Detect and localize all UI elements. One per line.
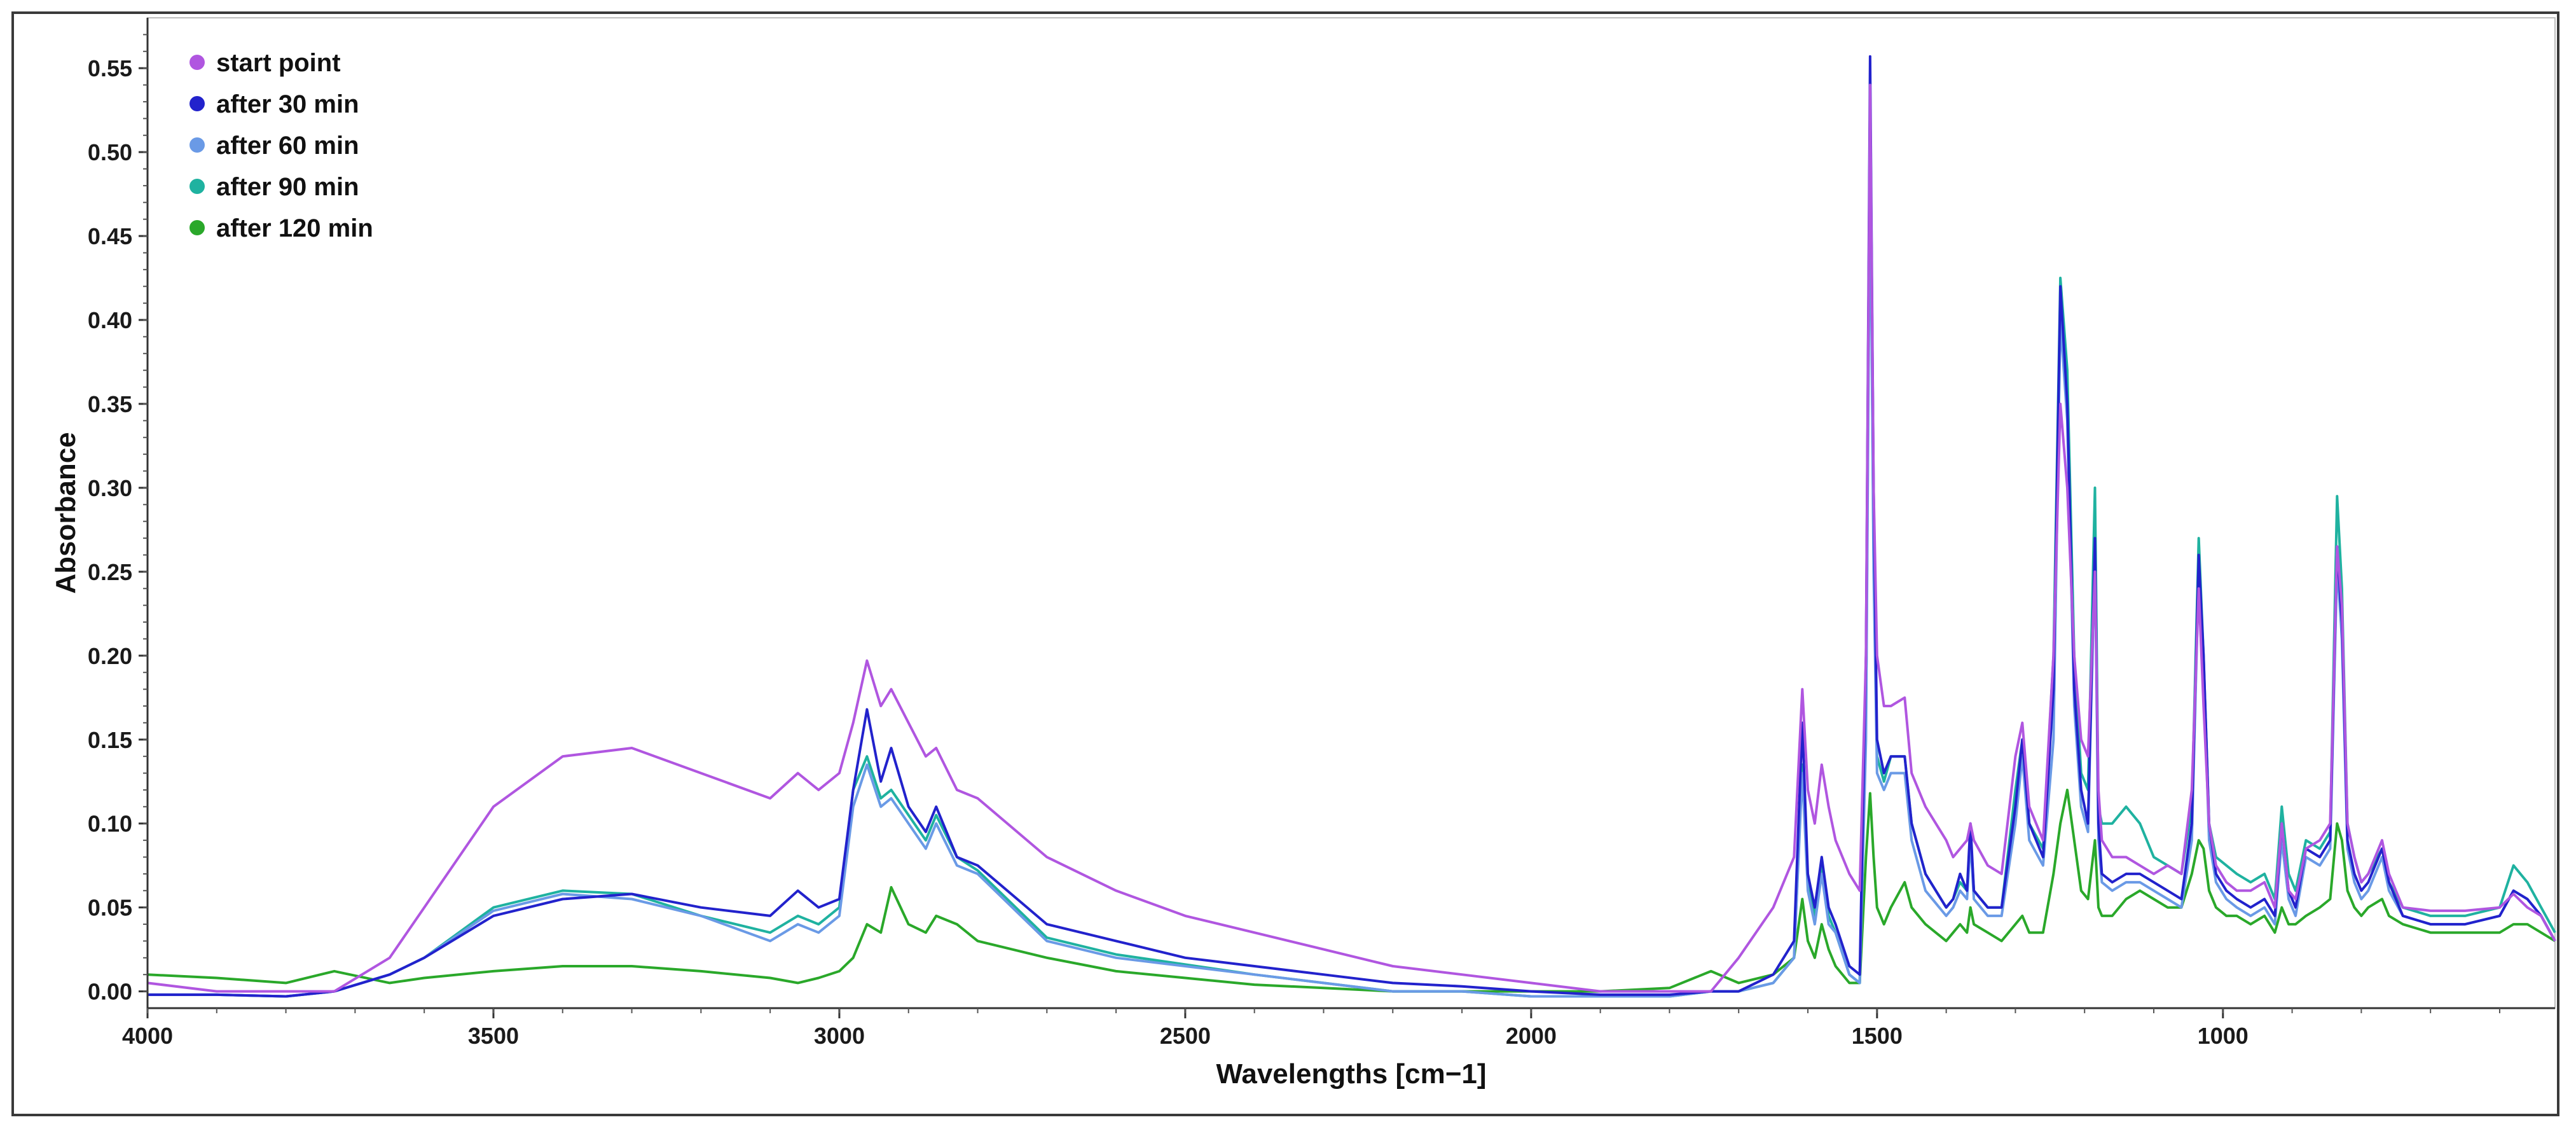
legend-marker	[189, 55, 205, 70]
legend-marker	[189, 220, 205, 235]
series-layer	[147, 55, 2556, 998]
legend-label: after 60 min	[216, 132, 359, 160]
x-tick-label: 1500	[1852, 1023, 1903, 1049]
axis-layer: 0.00 0.05 0.10 0.15 0.20 0.25 0.30 0.35 0.40 0.45…	[88, 18, 2555, 1049]
x-tick-label: 3000	[814, 1023, 865, 1049]
series-line-start-point	[147, 83, 2556, 993]
legend: start point after 30 min after 60 min after…	[189, 49, 373, 242]
y-tick-label: 0.00	[88, 979, 132, 1005]
x-tick-label: 1000	[2198, 1023, 2249, 1049]
y-tick-label: 0.10	[88, 811, 132, 837]
y-tick-label: 0.20	[88, 643, 132, 669]
legend-label: after 120 min	[216, 214, 373, 242]
y-tick-label: 0.50	[88, 139, 132, 165]
x-tick-label: 3500	[468, 1023, 519, 1049]
y-tick-label: 0.30	[88, 475, 132, 501]
y-tick-label: 0.05	[88, 895, 132, 921]
y-tick-label: 0.35	[88, 391, 132, 417]
series-line-after-60-min	[148, 151, 2556, 998]
series-line-after-90-min	[148, 134, 2556, 998]
y-tick-label: 0.45	[88, 223, 132, 249]
y-axis-title: Absorbance	[50, 432, 81, 593]
legend-marker	[189, 179, 205, 194]
legend-label: after 30 min	[216, 90, 359, 118]
series-line-after-30-min	[148, 55, 2556, 998]
y-tick-label: 0.55	[88, 55, 132, 81]
legend-label: after 90 min	[216, 173, 359, 201]
y-tick-label: 0.25	[88, 559, 132, 585]
x-axis-title: Wavelengths [cm−1]	[1216, 1058, 1486, 1090]
chart-frame	[11, 11, 2559, 1116]
series-line-after-120-min	[147, 788, 2556, 993]
y-tick-label: 0.15	[88, 727, 132, 753]
y-tick-label: 0.40	[88, 307, 132, 333]
legend-label: start point	[216, 49, 341, 77]
legend-marker	[189, 137, 205, 153]
x-tick-label: 2500	[1160, 1023, 1211, 1049]
legend-marker	[189, 96, 205, 111]
x-tick-label: 4000	[122, 1023, 173, 1049]
x-tick-label: 2000	[1506, 1023, 1557, 1049]
